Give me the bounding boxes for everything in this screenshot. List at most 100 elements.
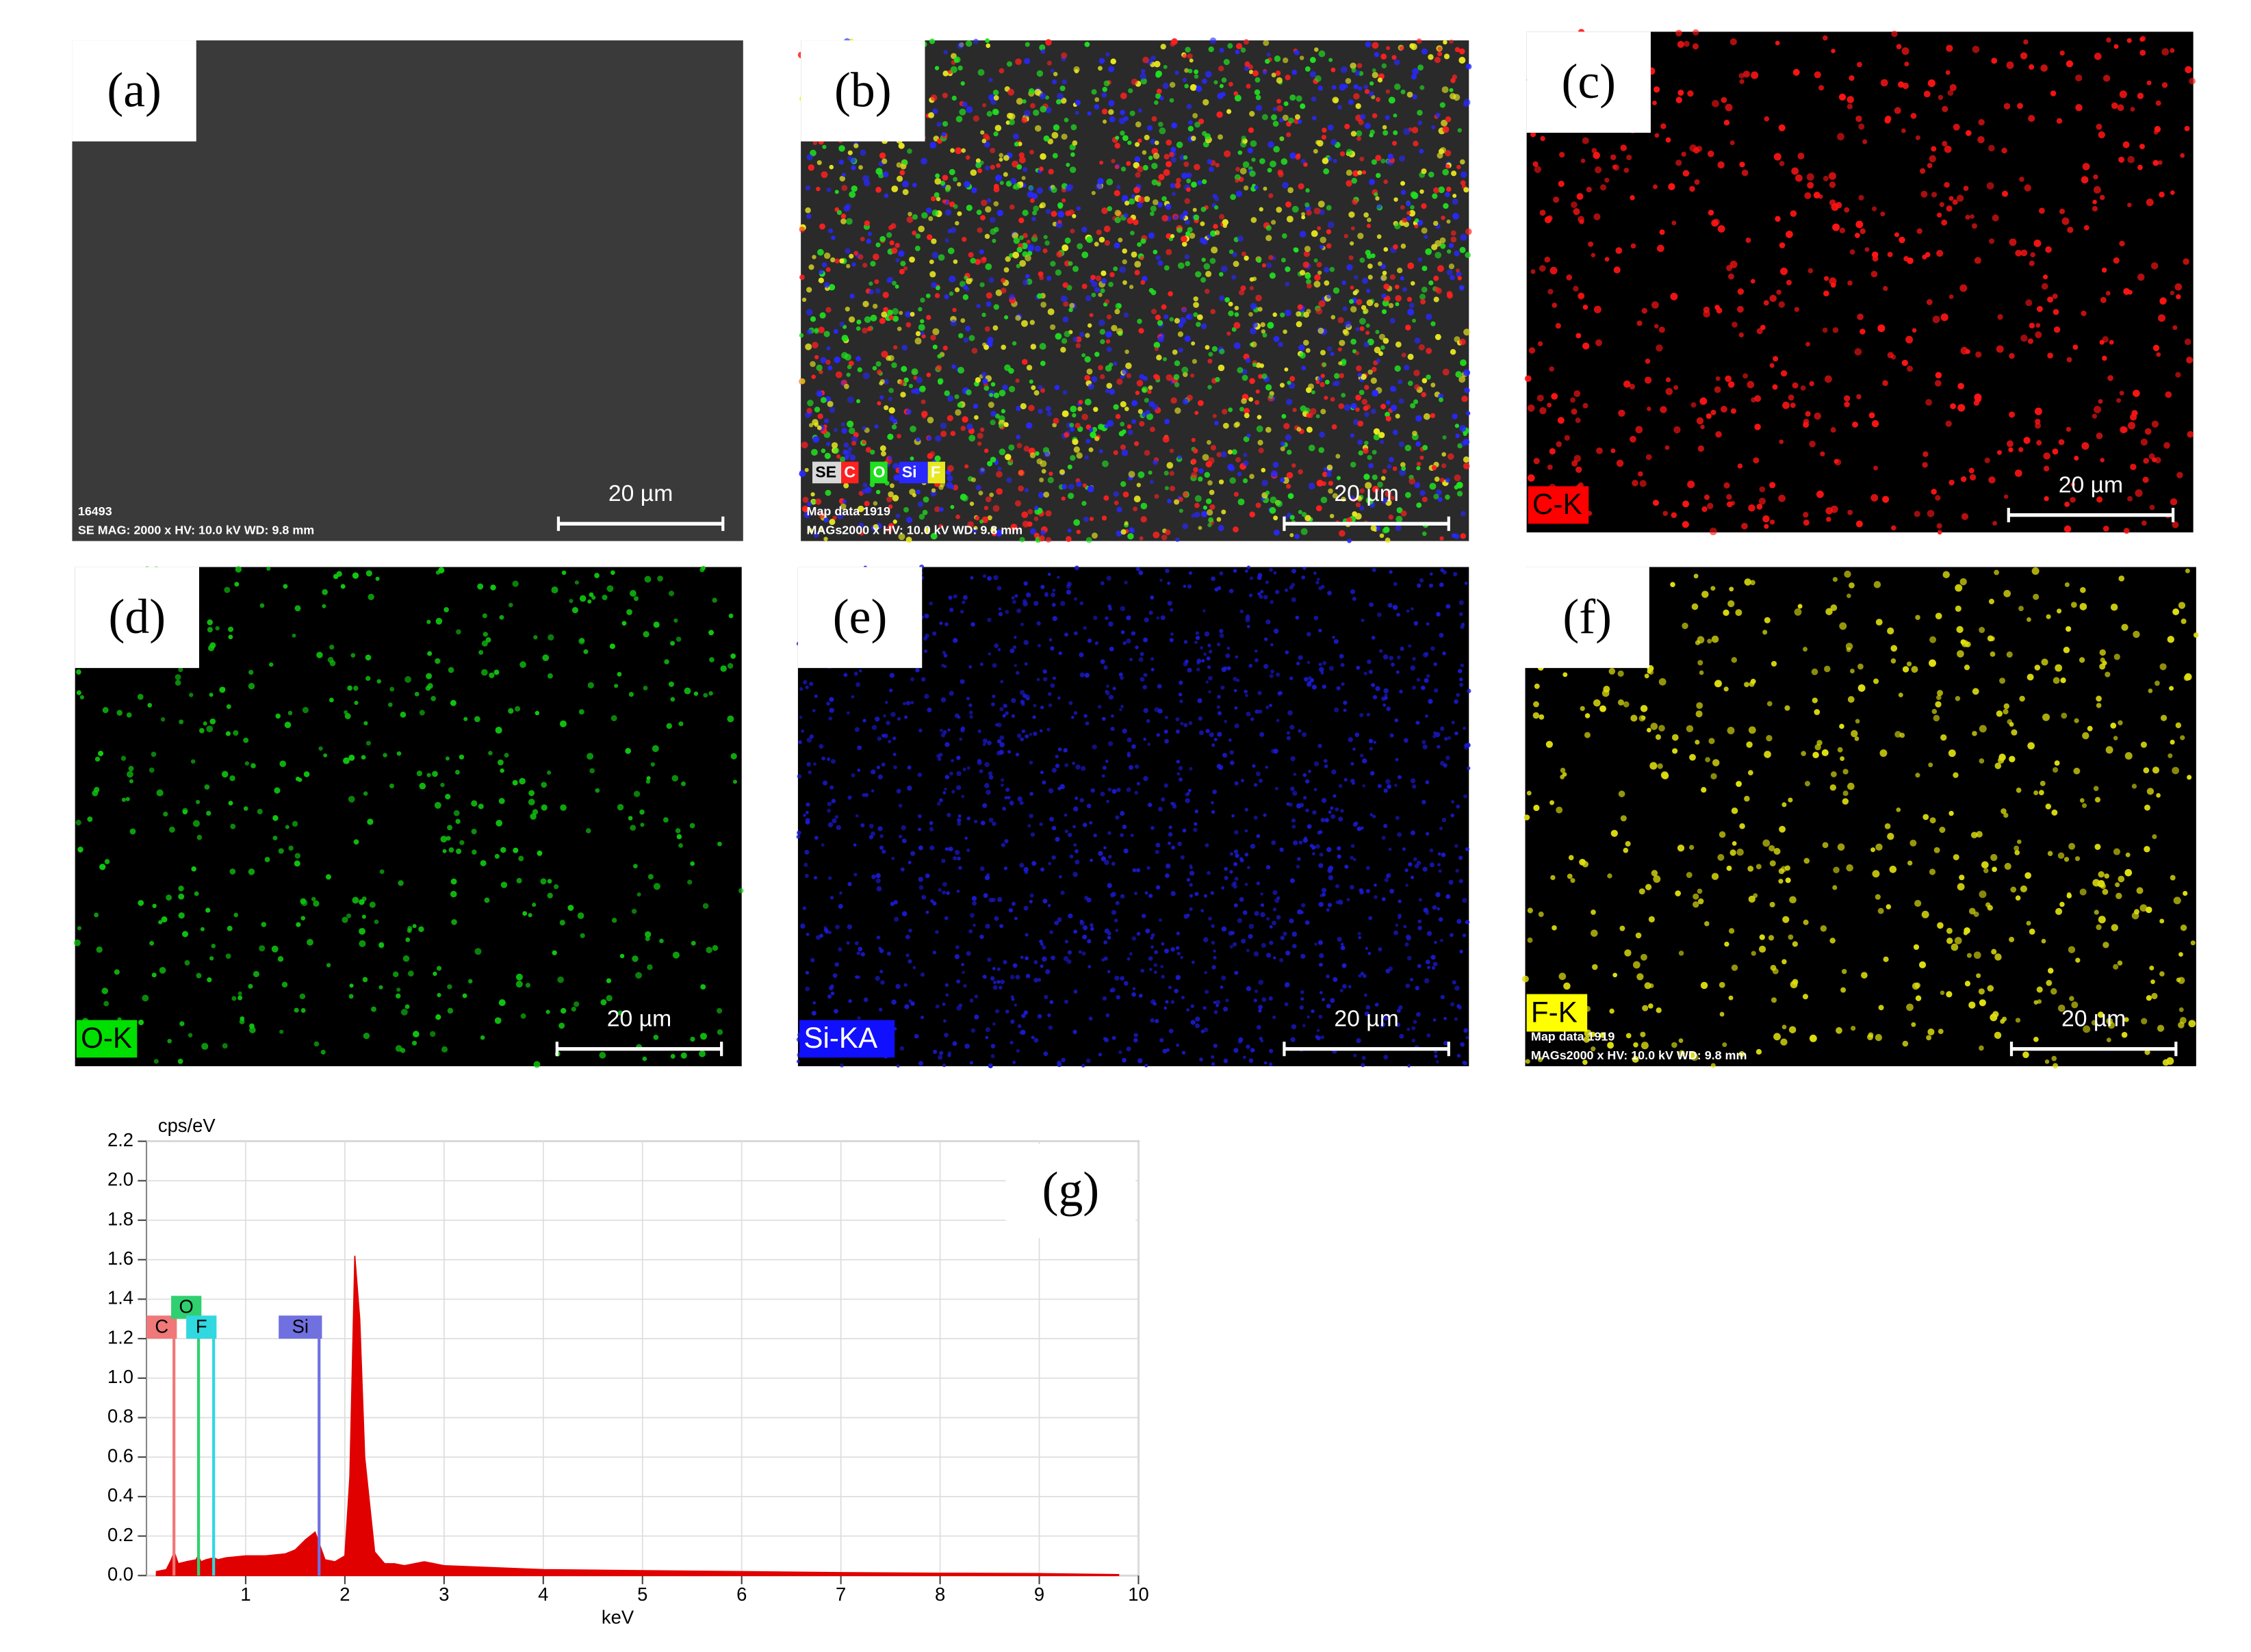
dot (1220, 265, 1228, 272)
dot (1075, 849, 1079, 853)
dot (921, 677, 926, 682)
dot (955, 220, 960, 226)
dot (233, 730, 239, 736)
dot (1809, 441, 1816, 448)
dot (1437, 51, 1443, 57)
dot (1382, 270, 1387, 276)
dot (489, 672, 495, 678)
dot (472, 849, 477, 855)
dot (1137, 166, 1144, 173)
dot (178, 667, 183, 673)
dot (898, 250, 905, 257)
dot (1010, 995, 1014, 999)
dot (1132, 868, 1137, 873)
dot (848, 427, 856, 435)
dot (1699, 397, 1708, 405)
dot (851, 165, 856, 170)
dot (1183, 661, 1188, 667)
dot (938, 379, 943, 385)
dot (179, 719, 184, 725)
dot (1098, 66, 1103, 71)
dot (1557, 417, 1565, 424)
dot (248, 669, 254, 675)
dot (1328, 488, 1333, 494)
dot (1430, 646, 1435, 651)
dot (1459, 682, 1464, 687)
dot (1064, 432, 1070, 438)
dot (1167, 581, 1171, 585)
dot (606, 995, 613, 1002)
dot (957, 402, 963, 408)
dot (953, 204, 958, 209)
dot (830, 759, 836, 764)
dot (1195, 636, 1200, 641)
dot (1075, 422, 1081, 428)
dot (1051, 592, 1055, 597)
dot (493, 669, 500, 675)
dot (1101, 515, 1107, 521)
legend-label: C (844, 463, 856, 481)
dot (1156, 354, 1162, 361)
dot (990, 147, 996, 153)
dot (824, 418, 829, 424)
dot (1061, 133, 1068, 140)
dot (2152, 457, 2157, 463)
dot (515, 981, 523, 988)
dot (835, 925, 840, 930)
dot (1416, 466, 1421, 471)
dot (1346, 517, 1352, 524)
dot (819, 526, 824, 532)
dot (137, 693, 144, 700)
dot (631, 908, 637, 914)
dot (630, 825, 636, 831)
dot (1226, 646, 1231, 650)
dot (1120, 529, 1127, 535)
dot (847, 420, 854, 428)
dot (1441, 86, 1449, 94)
dot (1742, 70, 1750, 78)
dot (1025, 933, 1029, 937)
dot (1573, 454, 1582, 463)
dot (1122, 259, 1127, 265)
dot (1374, 1003, 1379, 1007)
dot (1936, 212, 1942, 218)
dot (1183, 723, 1188, 727)
dot (1075, 99, 1081, 106)
dot (1421, 227, 1428, 234)
dot (451, 919, 457, 925)
dot (1360, 971, 1364, 976)
dot (966, 951, 971, 956)
dot (1029, 760, 1033, 765)
dot (1094, 436, 1100, 441)
dot (898, 533, 905, 541)
dot (1544, 257, 1551, 263)
dot (427, 683, 433, 689)
dot (994, 723, 999, 727)
dot (349, 983, 354, 988)
dot (1131, 992, 1136, 997)
dot (142, 994, 149, 1002)
dot (279, 760, 287, 767)
dot (1348, 211, 1355, 218)
dot (1019, 801, 1024, 805)
dot (1527, 474, 1535, 482)
dot (435, 570, 441, 575)
dot (1355, 327, 1360, 332)
dot (810, 149, 816, 157)
dot (1003, 155, 1009, 162)
dot (1654, 324, 1659, 328)
dot (839, 322, 845, 327)
dot (1014, 916, 1018, 920)
dot (912, 966, 916, 970)
dot (1183, 640, 1188, 644)
dot (1122, 728, 1127, 734)
dot (1864, 247, 1870, 252)
dot (827, 365, 833, 371)
dot (1438, 917, 1443, 922)
dot (1163, 470, 1169, 476)
dot (918, 877, 924, 882)
dot (1539, 265, 1546, 272)
dot (1737, 306, 1744, 313)
dot (206, 810, 211, 816)
dot (1425, 248, 1432, 255)
